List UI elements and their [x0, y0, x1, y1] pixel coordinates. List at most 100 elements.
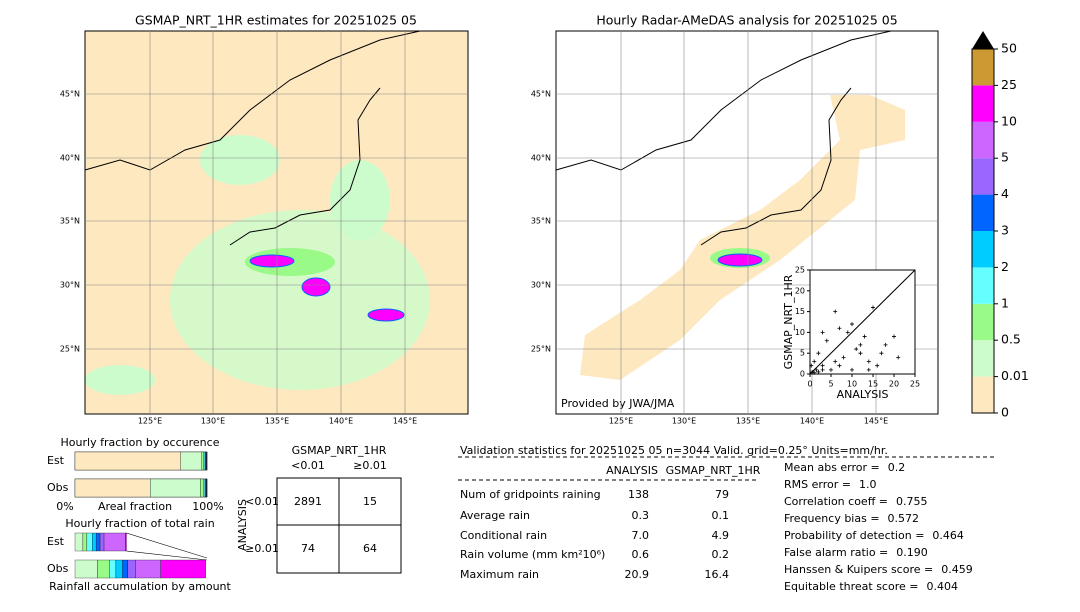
colorbar-segment	[972, 376, 994, 413]
y-tick-label: 0	[800, 370, 805, 379]
score-label: Probability of detection =	[784, 529, 924, 542]
lon-label: 125°E	[138, 417, 162, 426]
bar-segment	[180, 451, 202, 471]
score: Hanssen & Kuipers score = 0.459	[784, 563, 973, 576]
axis-label: Rainfall accumulation by amount	[49, 580, 231, 593]
table-cell: 2891	[294, 495, 322, 508]
stats-header: Validation statistics for 20251025 05 n=…	[460, 444, 888, 457]
lat-label: 35°N	[531, 217, 551, 226]
rain-core	[717, 253, 763, 267]
bar-segment	[127, 559, 136, 579]
point	[841, 355, 846, 360]
point	[850, 322, 854, 327]
row-label: <0.01	[245, 495, 279, 508]
colorbar-segment	[972, 158, 994, 195]
axis-left: 0%	[56, 500, 73, 513]
score-value: 0.459	[941, 563, 973, 576]
bar-title: Hourly fraction by occurence	[61, 436, 220, 449]
point	[816, 369, 821, 374]
colorbar-label: 1	[1001, 295, 1009, 310]
col-label: <0.01	[291, 459, 325, 472]
point	[820, 330, 825, 335]
row-label: ≥0.01	[245, 542, 279, 555]
map-frame	[84, 30, 469, 415]
row-label: Est	[47, 454, 65, 467]
score-value: 1.0	[859, 478, 877, 491]
point	[837, 326, 842, 331]
stat-value: 7.0	[632, 529, 650, 542]
score: Correlation coeff = 0.755	[784, 495, 928, 508]
lat-label: 30°N	[60, 281, 80, 290]
lon-label: 125°E	[609, 417, 633, 426]
point	[871, 305, 875, 310]
bar-segment	[135, 559, 161, 579]
score: Frequency bias = 0.572	[784, 512, 919, 525]
point	[820, 363, 825, 368]
point	[866, 359, 871, 364]
point	[812, 370, 817, 375]
rain-core	[249, 254, 295, 268]
axis-label: Areal fraction	[98, 500, 172, 513]
score: Mean abs error = 0.2	[784, 461, 905, 474]
point	[879, 351, 884, 356]
table-cell: 74	[301, 542, 315, 555]
bar-segment	[86, 532, 93, 552]
bar-segment	[74, 478, 151, 498]
point	[816, 351, 821, 356]
colorbar-segment	[972, 231, 994, 268]
row-label: Obs	[47, 481, 69, 494]
score-value: 0.404	[926, 580, 958, 593]
coastline	[84, 30, 421, 171]
colorbar-label: 5	[1001, 150, 1009, 165]
colorbar-extend	[972, 31, 994, 49]
rain-core	[301, 277, 331, 297]
rain-area	[200, 135, 280, 185]
stat-label: Num of gridpoints raining	[460, 488, 601, 501]
point	[829, 367, 833, 372]
guide	[126, 532, 208, 559]
bar-segment	[205, 451, 208, 471]
bar-segment	[201, 451, 204, 471]
score-label: Mean abs error =	[784, 461, 880, 474]
lat-label: 40°N	[60, 154, 80, 163]
table-cell: 15	[363, 495, 377, 508]
colorbar-segment	[972, 121, 994, 159]
stat-value: 20.9	[625, 568, 650, 581]
x-tick-label: 10	[847, 380, 857, 389]
bar-segment	[125, 532, 127, 552]
stat-label: Conditional rain	[460, 529, 547, 542]
x-tick-label: 20	[889, 380, 899, 389]
y-axis-label: GSMAP_NRT_1HR	[782, 274, 795, 369]
table-title: GSMAP_NRT_1HR	[292, 444, 387, 457]
y-tick-label: 5	[800, 349, 805, 358]
point	[809, 363, 814, 368]
col-header: GSMAP_NRT_1HR	[666, 464, 761, 477]
stat-value: 0.1	[712, 509, 730, 522]
score-label: Hanssen & Kuipers score =	[784, 563, 933, 576]
bar-segment	[95, 532, 101, 552]
map-title: GSMAP_NRT_1HR estimates for 20251025 05	[135, 13, 417, 28]
stat-value: 16.4	[705, 568, 730, 581]
colorbar-segment	[972, 194, 994, 231]
point	[858, 342, 863, 347]
y-tick-label: 10	[795, 328, 805, 337]
point	[875, 363, 880, 368]
point	[810, 369, 815, 374]
coastline	[555, 30, 892, 171]
colorbar-label: 0	[1001, 405, 1009, 420]
bar-segment	[150, 478, 201, 498]
point	[883, 342, 888, 347]
table-cell: 64	[363, 542, 377, 555]
stat-value: 4.9	[712, 529, 730, 542]
stat-value: 138	[628, 488, 649, 501]
lat-label: 30°N	[531, 281, 551, 290]
colorbar-label: 3	[1001, 223, 1009, 238]
lat-label: 25°N	[531, 345, 551, 354]
point	[892, 334, 896, 339]
stat-label: Rain volume (mm km²10⁶)	[460, 548, 605, 561]
point	[812, 359, 817, 364]
score: False alarm ratio = 0.190	[784, 546, 928, 559]
rain-core	[367, 308, 405, 322]
x-tick-label: 5	[828, 380, 833, 389]
